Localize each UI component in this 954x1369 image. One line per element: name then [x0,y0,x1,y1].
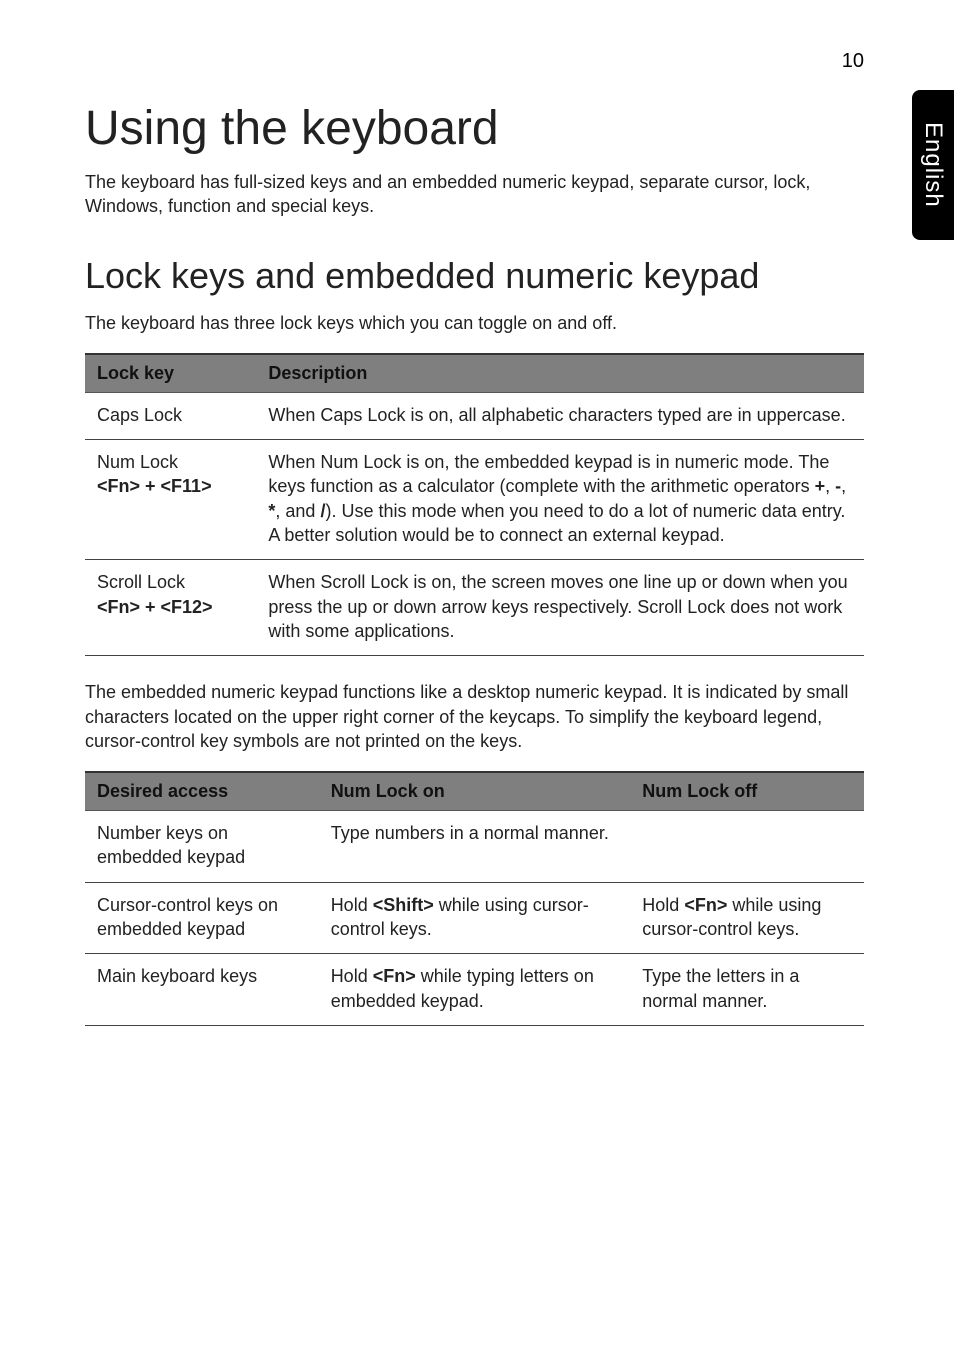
key-fn: <Fn> [373,966,416,986]
col-header-description: Description [256,354,864,393]
cell-text: Type the letters in a normal manner. [642,966,799,1010]
page-number: 10 [85,50,864,73]
table-row: Caps Lock When Caps Lock is on, all alph… [85,392,864,439]
numlock-on-cell: Hold <Fn> while typing letters on embedd… [319,954,631,1026]
col-header-numlock-on: Num Lock on [319,772,631,811]
desc-text-pre: When Num Lock is on, the embedded keypad… [268,452,829,496]
desc-text: When Scroll Lock is on, the screen moves… [268,572,847,641]
lockkey-name: Caps Lock [97,405,182,425]
table-header-row: Lock key Description [85,354,864,393]
numlock-off-cell [630,811,864,883]
numlock-on-cell: Type numbers in a normal manner. [319,811,631,883]
cell-text-pre: Hold [331,895,373,915]
description-cell: When Scroll Lock is on, the screen moves… [256,560,864,656]
intro-paragraph: The keyboard has full-sized keys and an … [85,170,864,219]
description-cell: When Caps Lock is on, all alphabetic cha… [256,392,864,439]
access-cell: Cursor-control keys on embedded keypad [85,882,319,954]
page-title: Using the keyboard [85,101,864,156]
lock-keys-table: Lock key Description Caps Lock When Caps… [85,353,864,656]
language-side-tab: English [912,90,954,240]
table-row: Scroll Lock <Fn> + <F12> When Scroll Loc… [85,560,864,656]
cell-text-pre: Hold [331,966,373,986]
lockkey-name: Scroll Lock [97,572,185,592]
desc-text: When Caps Lock is on, all alphabetic cha… [268,405,845,425]
section-intro: The keyboard has three lock keys which y… [85,311,864,335]
numlock-off-cell: Hold <Fn> while using cursor-control key… [630,882,864,954]
operator-plus: + [815,476,826,496]
desired-access-table: Desired access Num Lock on Num Lock off … [85,771,864,1026]
desc-text-post: ). Use this mode when you need to do a l… [268,501,845,545]
cell-text: Type numbers in a normal manner. [331,823,609,843]
key-fn: <Fn> [684,895,727,915]
access-cell: Number keys on embedded keypad [85,811,319,883]
col-header-desired-access: Desired access [85,772,319,811]
numlock-on-cell: Hold <Shift> while using cursor-control … [319,882,631,954]
table-header-row: Desired access Num Lock on Num Lock off [85,772,864,811]
col-header-lockkey: Lock key [85,354,256,393]
page-content: 10 Using the keyboard The keyboard has f… [0,0,954,1110]
table-row: Num Lock <Fn> + <F11> When Num Lock is o… [85,440,864,560]
sep: , and [275,501,320,521]
numlock-off-cell: Type the letters in a normal manner. [630,954,864,1026]
lockkey-shortcut: <Fn> + <F11> [97,476,212,496]
table-row: Main keyboard keys Hold <Fn> while typin… [85,954,864,1026]
section-heading: Lock keys and embedded numeric keypad [85,255,864,297]
lockkey-cell: Caps Lock [85,392,256,439]
sep: , [825,476,835,496]
sep: , [841,476,846,496]
lockkey-name: Num Lock [97,452,178,472]
mid-paragraph: The embedded numeric keypad functions li… [85,680,864,753]
description-cell: When Num Lock is on, the embedded keypad… [256,440,864,560]
access-cell: Main keyboard keys [85,954,319,1026]
cell-text-pre: Hold [642,895,684,915]
lockkey-cell: Scroll Lock <Fn> + <F12> [85,560,256,656]
col-header-numlock-off: Num Lock off [630,772,864,811]
lockkey-cell: Num Lock <Fn> + <F11> [85,440,256,560]
lockkey-shortcut: <Fn> + <F12> [97,597,213,617]
table-row: Cursor-control keys on embedded keypad H… [85,882,864,954]
key-shift: <Shift> [373,895,434,915]
side-tab-label: English [919,122,947,208]
table-row: Number keys on embedded keypad Type numb… [85,811,864,883]
